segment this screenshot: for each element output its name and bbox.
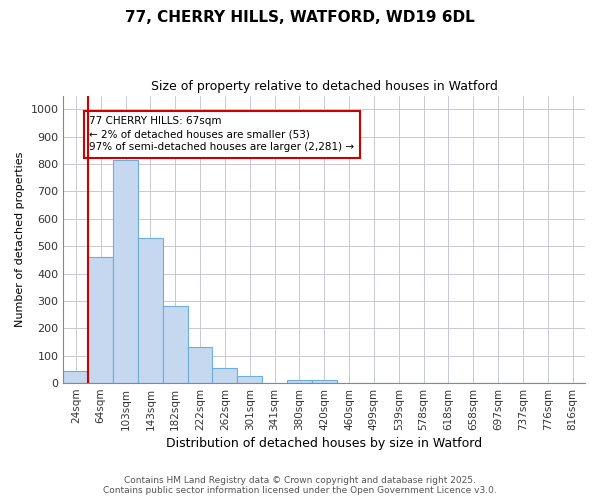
- Bar: [237, 376, 262, 383]
- Bar: [88, 257, 113, 383]
- X-axis label: Distribution of detached houses by size in Watford: Distribution of detached houses by size …: [166, 437, 482, 450]
- Bar: [312, 380, 337, 383]
- Title: Size of property relative to detached houses in Watford: Size of property relative to detached ho…: [151, 80, 497, 93]
- Bar: [64, 370, 88, 383]
- Text: Contains HM Land Registry data © Crown copyright and database right 2025.
Contai: Contains HM Land Registry data © Crown c…: [103, 476, 497, 495]
- Bar: [188, 348, 212, 383]
- Bar: [212, 368, 237, 383]
- Text: 77 CHERRY HILLS: 67sqm
← 2% of detached houses are smaller (53)
97% of semi-deta: 77 CHERRY HILLS: 67sqm ← 2% of detached …: [89, 116, 355, 152]
- Bar: [163, 306, 188, 383]
- Text: 77, CHERRY HILLS, WATFORD, WD19 6DL: 77, CHERRY HILLS, WATFORD, WD19 6DL: [125, 10, 475, 25]
- Y-axis label: Number of detached properties: Number of detached properties: [15, 152, 25, 327]
- Bar: [287, 380, 312, 383]
- Bar: [138, 238, 163, 383]
- Bar: [113, 160, 138, 383]
